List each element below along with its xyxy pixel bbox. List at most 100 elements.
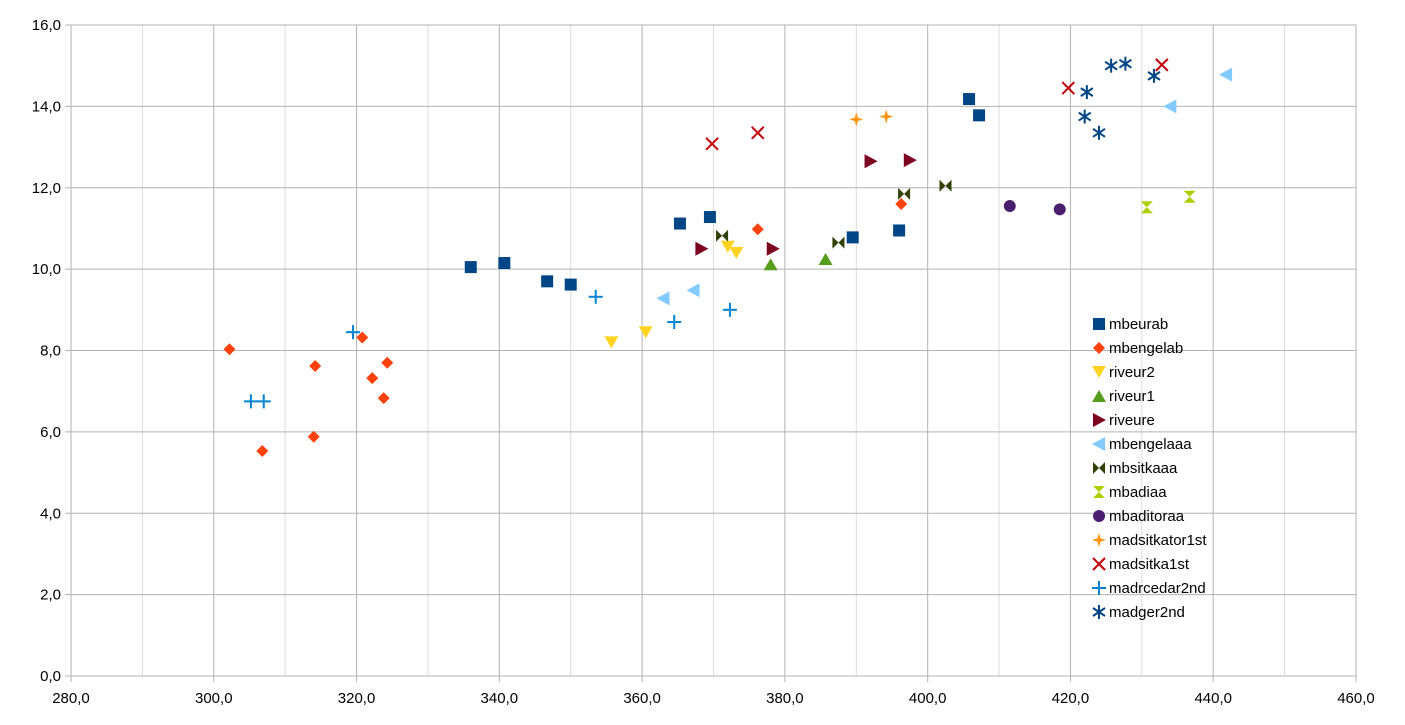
y-tick-labels: 0,0 2,0 4,0 6,0 8,0 10,0 12,0 14,0 16,0 [32, 17, 61, 685]
legend-label: mbeurab [1109, 316, 1168, 333]
data-point-madger2nd [1104, 58, 1118, 73]
marker-star [849, 112, 864, 127]
marker-x-stroke [1061, 81, 1076, 95]
marker-bowtie-left [832, 236, 839, 249]
marker-triangle-up [763, 258, 778, 271]
legend-item-riveure: riveure [1093, 412, 1155, 429]
data-point-mbeurab [498, 257, 511, 270]
legend-marker [1093, 486, 1105, 498]
data-point-mbeurab [703, 211, 716, 224]
marker-diamond [356, 331, 369, 344]
marker-triangle-left [1163, 99, 1177, 114]
marker-diamond [377, 392, 390, 405]
marker-triangle-down [720, 240, 735, 253]
data-point-madrcedar2nd [243, 394, 258, 409]
marker-square [464, 261, 477, 274]
legend-label: madsitkator1st [1109, 532, 1207, 549]
marker-square [963, 93, 976, 106]
marker-hourglass-top [1183, 190, 1196, 197]
legend-marker [1093, 510, 1105, 522]
marker-hourglass-bottom [1140, 207, 1153, 214]
data-point-mbsitkaaa [716, 229, 729, 242]
marker-diamond [381, 356, 394, 369]
legend-item-mbaditoraa: mbaditoraa [1093, 508, 1185, 525]
y-tick-label: 4,0 [40, 505, 61, 522]
marker-triangle-left [656, 291, 670, 306]
y-tick-label: 16,0 [32, 17, 61, 34]
legend-marker [1092, 605, 1106, 619]
marker-x-stroke [1092, 557, 1106, 571]
marker-asterisk-stroke [1104, 60, 1118, 71]
x-tick-label: 320,0 [338, 690, 376, 707]
data-point-mbeurab [893, 224, 906, 237]
marker-asterisk-stroke [1078, 111, 1092, 122]
marker-diamond [256, 444, 269, 457]
data-point-mbengelab [223, 343, 236, 356]
data-point-madrcedar2nd [667, 315, 682, 330]
x-tick-label: 460,0 [1337, 690, 1375, 707]
marker-triangle-up [818, 252, 833, 265]
marker-square [703, 211, 716, 224]
legend-marker [1093, 413, 1106, 427]
legend-item-mbsitkaaa: mbsitkaaa [1093, 460, 1178, 477]
data-point-madsitka1st [1061, 81, 1076, 95]
data-point-mbeurab [541, 275, 554, 288]
gridlines [70, 24, 1357, 677]
legend-marker [1092, 557, 1106, 571]
legend-label: mbsitkaaa [1109, 460, 1178, 477]
data-point-mbengelab [751, 223, 764, 236]
legend-item-mbengelab: mbengelab [1093, 340, 1183, 357]
marker-hourglass-top [1093, 486, 1105, 492]
legend-marker [1093, 342, 1105, 354]
y-tick-label: 2,0 [40, 587, 61, 604]
data-point-riveur1 [763, 258, 778, 271]
data-point-mbengelab [356, 331, 369, 344]
marker-diamond [366, 372, 379, 385]
data-point-madsitkator1st [849, 112, 864, 127]
legend-item-madger2nd: madger2nd [1092, 604, 1185, 621]
x-tick-label: 420,0 [1052, 690, 1090, 707]
data-point-mbaditoraa [1053, 203, 1066, 216]
data-point-madger2nd [1078, 109, 1092, 124]
marker-square [1093, 318, 1105, 330]
data-point-mbeurab [846, 231, 859, 244]
legend-label: mbadiaa [1109, 484, 1167, 501]
legend-marker [1092, 366, 1106, 378]
legend-label: riveur1 [1109, 388, 1155, 405]
marker-triangle-right [864, 154, 878, 169]
data-point-riveure [864, 154, 878, 169]
legend-marker [1092, 533, 1106, 547]
marker-triangle-down [638, 326, 653, 339]
marker-square [541, 275, 554, 288]
data-point-mbengelab [366, 372, 379, 385]
data-point-mbengelab [309, 359, 322, 372]
data-point-mbsitkaaa [939, 179, 952, 192]
legend-marker [1092, 390, 1106, 402]
legend-item-mbadiaa: mbadiaa [1093, 484, 1167, 501]
x-tick-label: 280,0 [52, 690, 90, 707]
legend-item-madsitkator1st: madsitkator1st [1092, 532, 1207, 549]
marker-bowtie-right [1099, 462, 1105, 474]
marker-triangle-left [686, 283, 700, 298]
x-tick-label: 360,0 [623, 690, 661, 707]
data-point-madsitka1st [751, 126, 765, 140]
data-point-mbeurab [963, 93, 976, 106]
legend-item-mbeurab: mbeurab [1093, 316, 1168, 333]
marker-circle [1093, 510, 1105, 522]
y-tick-label: 10,0 [32, 261, 61, 278]
legend-marker [1092, 581, 1106, 595]
marker-asterisk-stroke [1092, 607, 1106, 617]
legend-label: madger2nd [1109, 604, 1185, 621]
legend-item-madrcedar2nd: madrcedar2nd [1092, 580, 1206, 597]
data-point-madrcedar2nd [588, 289, 603, 304]
marker-bowtie-right [904, 187, 911, 200]
legend-marker [1092, 437, 1105, 451]
marker-circle [1003, 200, 1016, 213]
marker-bowtie-right [722, 229, 729, 242]
marker-asterisk-stroke [1092, 127, 1106, 138]
legend: mbeurab mbengelab riveur2 riveur1 riveure mbe… [1092, 316, 1207, 621]
marker-diamond [307, 430, 320, 443]
data-point-madrcedar2nd [256, 394, 271, 409]
